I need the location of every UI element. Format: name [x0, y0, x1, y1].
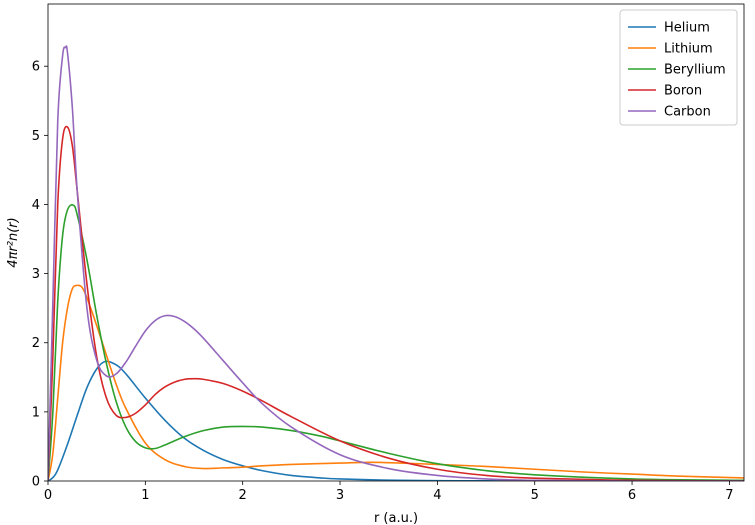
series-line-boron [48, 125, 744, 481]
x-tick-label: 4 [433, 488, 441, 503]
series-line-beryllium [48, 204, 744, 481]
y-tick-label: 2 [32, 336, 40, 351]
x-tick-label: 5 [531, 488, 539, 503]
legend-label-beryllium: Beryllium [664, 63, 726, 78]
y-axis-label: 4πr²n(r) [6, 217, 21, 267]
series-line-carbon [48, 45, 744, 481]
legend-label-helium: Helium [664, 21, 710, 36]
x-tick-label: 7 [725, 488, 733, 503]
y-tick-label: 5 [32, 129, 40, 144]
x-tick-label: 3 [336, 488, 344, 503]
y-tick-label: 6 [32, 60, 40, 75]
x-axis: 0 1 2 3 4 5 6 7 [44, 481, 734, 503]
y-tick-label: 0 [32, 475, 40, 490]
x-tick-label: 6 [628, 488, 636, 503]
x-axis-label: r (a.u.) [374, 511, 418, 525]
y-tick-label: 3 [32, 267, 40, 282]
legend-label-carbon: Carbon [664, 105, 711, 120]
legend: Helium Lithium Beryllium Boron Carbon [619, 9, 738, 126]
legend-label-lithium: Lithium [664, 42, 713, 57]
series-line-lithium [48, 284, 744, 481]
x-tick-label: 2 [239, 488, 247, 503]
y-axis: 0 1 2 3 4 5 6 [32, 60, 48, 490]
legend-label-boron: Boron [664, 84, 702, 99]
y-tick-label: 4 [32, 198, 40, 213]
x-tick-label: 1 [141, 488, 149, 503]
x-tick-label: 0 [44, 488, 52, 503]
plot-frame [47, 3, 745, 482]
y-tick-label: 1 [32, 405, 40, 420]
legend-box [619, 9, 738, 126]
